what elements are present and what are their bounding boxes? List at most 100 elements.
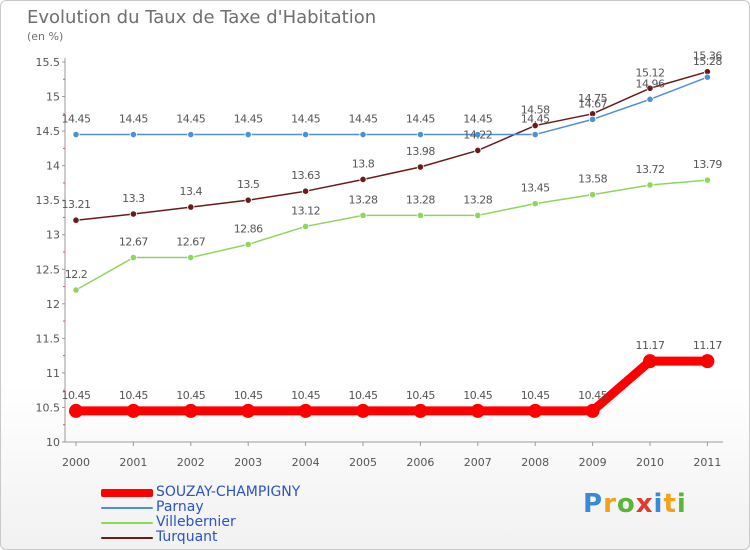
series-line-parnay (75, 76, 709, 136)
data-label: 11.17 (636, 339, 665, 352)
data-label: 11.17 (693, 339, 722, 352)
y-tick-label: 15 (46, 91, 60, 104)
data-point (359, 211, 367, 219)
data-point (416, 130, 424, 139)
logo-letter: P (583, 489, 604, 519)
data-point (72, 216, 80, 224)
logo-letter: x (635, 489, 654, 519)
data-point (700, 354, 715, 369)
data-point (129, 210, 137, 218)
logo-letter: i (653, 489, 664, 519)
x-tick-label: 2002 (177, 456, 205, 469)
data-label: 15.28 (693, 55, 722, 68)
legend-swatch-souzay (101, 489, 153, 497)
data-point (356, 403, 370, 418)
data-label: 13.98 (406, 145, 435, 158)
data-label: 12.67 (176, 236, 205, 249)
x-tick-label: 2005 (349, 456, 377, 469)
y-tick-label: 12.5 (36, 263, 61, 276)
data-point (126, 403, 141, 418)
data-point (470, 403, 485, 418)
data-point (585, 403, 600, 418)
data-label: 13.28 (349, 193, 378, 206)
chart-title: Evolution du Taux de Taxe d'Habitation (27, 7, 377, 28)
y-tick-label: 13 (46, 229, 60, 242)
data-point (646, 181, 654, 189)
logo-letter: r (603, 489, 617, 519)
data-label: 13.4 (180, 185, 203, 198)
data-point (359, 175, 367, 184)
series-line-villebernier (75, 179, 709, 291)
data-point (72, 286, 80, 294)
series-line-souzay-champigny (71, 356, 712, 416)
logo-letter: o (616, 489, 636, 519)
data-point (244, 130, 252, 139)
data-point (703, 176, 712, 184)
legend-label-turquant: Turquant (156, 529, 218, 545)
data-label: 12.2 (65, 268, 88, 281)
data-label: 14.45 (234, 113, 263, 126)
x-tick-label: 2003 (234, 456, 262, 469)
data-label: 13.28 (463, 193, 492, 206)
chart-subtitle: (en %) (27, 30, 64, 43)
y-tick-label: 12 (46, 298, 60, 311)
data-label: 12.67 (119, 236, 148, 249)
data-point (588, 115, 597, 123)
data-point (531, 121, 539, 130)
y-tick-label: 10 (46, 436, 60, 449)
data-label: 13.12 (291, 204, 320, 217)
series-line-turquant (75, 70, 709, 221)
x-tick-label: 2000 (62, 456, 90, 469)
data-point (588, 191, 597, 199)
data-point (69, 403, 83, 418)
data-label: 14.45 (349, 113, 378, 126)
legend-swatch-turquant (101, 537, 153, 539)
logo-letter: i (676, 489, 687, 519)
data-point (241, 403, 256, 418)
data-point (187, 253, 195, 262)
data-label: 14.45 (521, 113, 550, 126)
data-point (531, 130, 539, 139)
legend-label-villebernier: Villebernier (156, 514, 236, 530)
legend-swatch-villebernier (101, 522, 153, 524)
data-label: 14.67 (578, 97, 607, 110)
data-label: 14.75 (578, 92, 607, 105)
data-label: 10.45 (62, 389, 91, 402)
data-label: 14.22 (463, 128, 492, 141)
data-label: 10.45 (119, 389, 148, 402)
legend-swatch-parnay (101, 507, 153, 509)
data-label: 13.8 (352, 157, 375, 170)
data-label: 12.86 (234, 222, 263, 235)
data-label: 10.45 (578, 389, 607, 402)
data-point (474, 211, 482, 219)
data-label: 14.45 (119, 113, 148, 126)
y-tick-label: 11.5 (36, 332, 61, 345)
data-label: 14.45 (406, 113, 435, 126)
data-label: 13.3 (122, 192, 145, 205)
y-tick-label: 11 (46, 367, 60, 380)
data-point (474, 130, 482, 139)
data-label: 13.58 (578, 173, 607, 186)
data-point (413, 403, 428, 418)
data-point (416, 163, 424, 171)
data-point (187, 130, 195, 139)
x-tick-label: 2006 (406, 456, 434, 469)
data-point (298, 403, 313, 418)
data-label: 15.36 (693, 50, 722, 63)
y-tick-label: 10.5 (36, 401, 61, 414)
data-point (244, 240, 252, 248)
data-label: 14.58 (521, 104, 550, 117)
y-tick-label: 14 (46, 160, 60, 173)
data-label: 14.45 (62, 113, 91, 126)
data-point (531, 200, 539, 208)
data-point (474, 146, 482, 155)
data-label: 13.5 (237, 178, 260, 191)
data-point (187, 203, 195, 211)
data-label: 13.79 (693, 158, 722, 171)
data-label: 13.72 (636, 163, 665, 176)
data-label: 14.45 (291, 113, 320, 126)
data-point (129, 130, 137, 139)
x-tick-label: 2004 (292, 456, 320, 469)
